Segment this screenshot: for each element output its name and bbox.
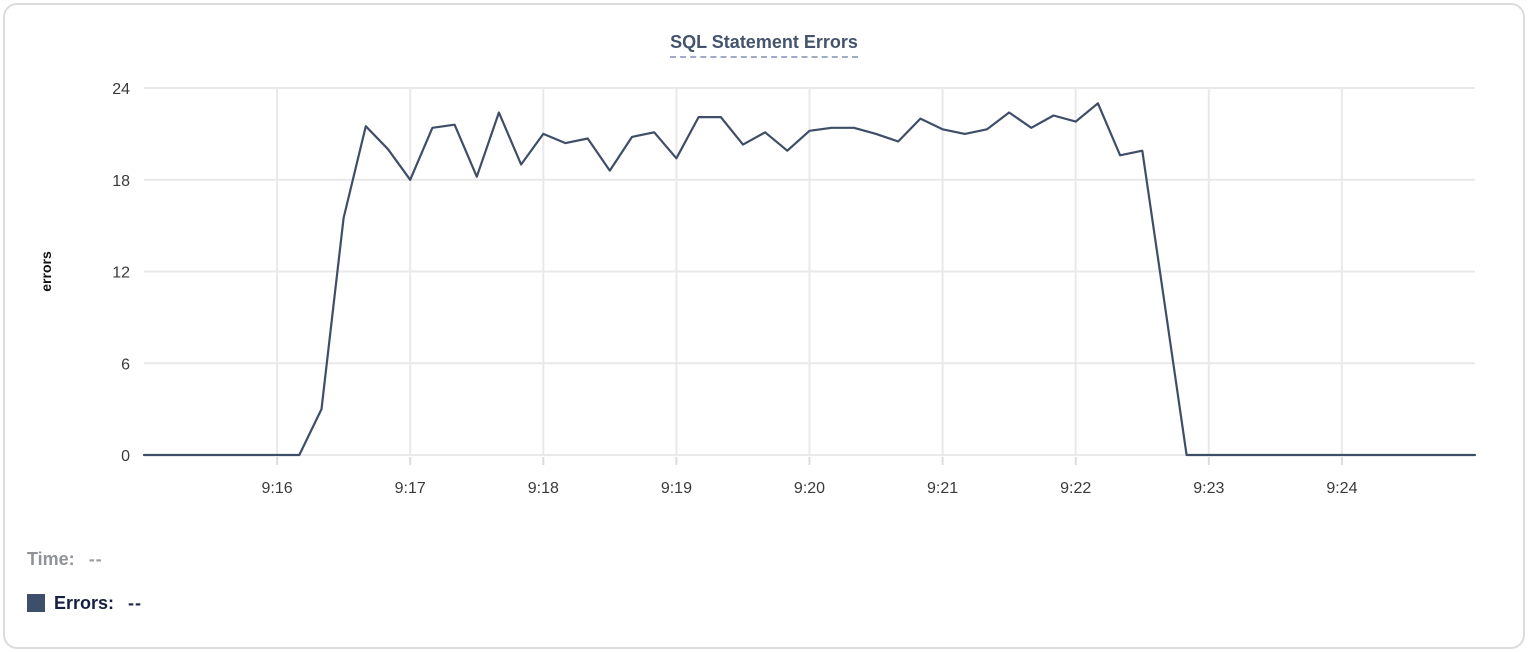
tooltip-time-row: Time: -- — [27, 547, 1523, 571]
y-axis-title: errors — [38, 251, 54, 292]
x-tick-label: 9:20 — [794, 480, 825, 497]
errors-value: -- — [128, 592, 143, 613]
x-tick-label: 9:22 — [1060, 480, 1091, 497]
x-tick-label: 9:24 — [1326, 480, 1357, 497]
tooltip-legend: Time: -- Errors: -- — [27, 547, 1523, 615]
y-tick-label: 18 — [112, 173, 130, 190]
y-tick-label: 6 — [121, 356, 130, 373]
errors-label: Errors: — [54, 592, 115, 613]
time-label: Time: — [27, 548, 75, 569]
x-tick-label: 9:21 — [927, 480, 958, 497]
x-tick-label: 9:17 — [395, 480, 426, 497]
x-tick-label: 9:23 — [1193, 480, 1224, 497]
tooltip-errors-row: Errors: -- — [27, 591, 1523, 615]
errors-line-chart[interactable]: 0 6 12 18 24 9:16 9:17 9:18 9:19 9:20 9:21 9:22 9:23… — [5, 61, 1525, 505]
y-tick-label: 24 — [112, 81, 130, 98]
x-tick-label: 9:18 — [528, 480, 559, 497]
chart-header: SQL Statement Errors — [5, 5, 1523, 61]
time-value: -- — [88, 548, 103, 569]
errors-series-line[interactable] — [142, 102, 1477, 457]
y-tick-label: 0 — [121, 448, 130, 465]
chart-card: SQL Statement Errors 0 6 12 18 24 9:16 9:17 9:1… — [3, 3, 1525, 649]
x-tick-label: 9:19 — [661, 480, 692, 497]
y-tick-label: 12 — [112, 265, 130, 282]
chart-title[interactable]: SQL Statement Errors — [670, 33, 858, 58]
errors-series-swatch — [27, 594, 45, 612]
x-tick-label: 9:16 — [262, 480, 293, 497]
